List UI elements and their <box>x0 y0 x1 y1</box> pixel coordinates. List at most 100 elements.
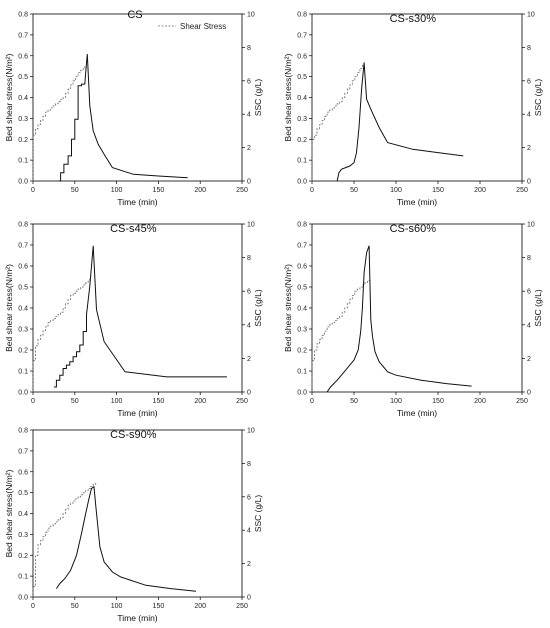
y2-tick-label: 0 <box>527 390 531 397</box>
y-tick-label: 0.7 <box>18 243 28 250</box>
y-tick-label: 0.4 <box>18 306 28 313</box>
x-tick-label: 50 <box>71 603 79 610</box>
ssc-line <box>336 62 464 182</box>
y2-tick-label: 4 <box>247 322 251 329</box>
panel-title: CS-s45% <box>110 223 157 235</box>
x-tick-label: 150 <box>153 398 165 405</box>
plot-frame <box>311 223 523 393</box>
y-tick-label: 0.5 <box>297 285 307 292</box>
panel-cs-s30: CS-s30% Time (min) Bed shear stress(N/m²… <box>283 12 543 208</box>
y-tick-label: 0.0 <box>18 595 28 602</box>
plot-frame <box>311 13 523 182</box>
panel-cs-s45: CS-s45% Time (min) Bed shear stress(N/m²… <box>4 222 263 419</box>
y2-tick-label: 10 <box>527 12 535 19</box>
plot-frame <box>32 429 243 598</box>
y2-tick-label: 6 <box>527 289 531 296</box>
panel-cs: CS Time (min) Bed shear stress(N/m²) SSC… <box>4 9 263 207</box>
x-tick-label: 0 <box>31 187 35 194</box>
y-tick-label: 0.5 <box>18 285 28 292</box>
y2-tick-label: 8 <box>527 255 531 262</box>
y-tick-label: 0.4 <box>297 95 307 102</box>
x-tick-label: 0 <box>310 398 314 405</box>
x-axis-label: Time (min) <box>397 408 437 418</box>
y2-tick-label: 4 <box>527 112 531 119</box>
y2-tick-label: 6 <box>247 78 251 85</box>
plot-frame <box>32 223 243 393</box>
y2-tick-label: 8 <box>247 255 251 262</box>
y-tick-label: 0.3 <box>18 532 28 539</box>
x-tick-label: 200 <box>474 187 486 194</box>
y-axis-label: Bed shear stress(N/m²) <box>4 469 14 557</box>
legend-label: Shear Stress <box>180 22 226 31</box>
y-tick-label: 0.1 <box>297 369 307 376</box>
y-tick-label: 0.3 <box>297 327 307 334</box>
y-tick-label: 0.3 <box>297 116 307 123</box>
y-tick-label: 0.5 <box>297 74 307 81</box>
x-tick-label: 100 <box>111 603 123 610</box>
y-tick-label: 0.0 <box>18 390 28 397</box>
y2-tick-label: 10 <box>247 12 255 19</box>
y-axis-label: Bed shear stress(N/m²) <box>283 264 293 352</box>
y2-tick-label: 10 <box>527 222 535 229</box>
y-tick-label: 0.8 <box>297 222 307 229</box>
y2-tick-label: 2 <box>247 356 251 363</box>
x-axis-label: Time (min) <box>117 408 157 418</box>
y-tick-label: 0.7 <box>18 32 28 39</box>
x-tick-label: 100 <box>111 398 123 405</box>
shear-stress-line <box>311 64 363 181</box>
x-tick-label: 250 <box>516 398 528 405</box>
x-axis-label: Time (min) <box>117 197 157 207</box>
y-tick-label: 0.6 <box>18 469 28 476</box>
y-tick-label: 0.8 <box>18 12 28 19</box>
y2-tick-label: 8 <box>527 45 531 52</box>
y2-tick-label: 6 <box>247 289 251 296</box>
y-tick-label: 0.4 <box>18 511 28 518</box>
y-tick-label: 0.0 <box>18 179 28 186</box>
y2-axis-label: SSC (g/L) <box>253 289 263 326</box>
y-tick-label: 0.8 <box>18 222 28 229</box>
plot-frame <box>32 13 243 182</box>
panel-title: CS-s90% <box>110 429 157 441</box>
y2-tick-label: 0 <box>527 179 531 186</box>
x-tick-label: 150 <box>153 187 165 194</box>
y-tick-label: 0.1 <box>18 369 28 376</box>
y-tick-label: 0.3 <box>18 116 28 123</box>
shear-stress-line <box>32 66 86 181</box>
y-tick-label: 0.0 <box>297 179 307 186</box>
y-axis-label: Bed shear stress(N/m²) <box>4 53 14 141</box>
x-tick-label: 50 <box>350 187 358 194</box>
x-tick-label: 200 <box>474 398 486 405</box>
x-tick-label: 250 <box>516 187 528 194</box>
y2-tick-label: 0 <box>247 595 251 602</box>
x-tick-label: 200 <box>194 398 206 405</box>
x-tick-label: 250 <box>236 398 248 405</box>
y2-tick-label: 2 <box>247 145 251 152</box>
x-tick-label: 0 <box>310 187 314 194</box>
y-tick-label: 0.0 <box>297 390 307 397</box>
x-axis-label: Time (min) <box>397 197 437 207</box>
x-tick-label: 100 <box>390 187 402 194</box>
x-tick-label: 50 <box>71 398 79 405</box>
ssc-line <box>326 245 472 393</box>
y-tick-label: 0.2 <box>297 137 307 144</box>
y-tick-label: 0.2 <box>18 553 28 560</box>
y2-axis-label: SSC (g/L) <box>253 79 263 116</box>
y2-tick-label: 4 <box>527 322 531 329</box>
x-tick-label: 50 <box>350 398 358 405</box>
panel-title: CS-s30% <box>390 13 437 25</box>
y-tick-label: 0.7 <box>18 448 28 455</box>
x-tick-label: 250 <box>236 187 248 194</box>
y2-tick-label: 2 <box>527 145 531 152</box>
y-tick-label: 0.6 <box>18 53 28 60</box>
x-tick-label: 50 <box>71 187 79 194</box>
y2-axis-label: SSC (g/L) <box>533 79 543 116</box>
y-axis-label: Bed shear stress(N/m²) <box>283 53 293 141</box>
panel-title: CS-s60% <box>390 223 437 235</box>
x-tick-label: 200 <box>194 603 206 610</box>
y-tick-label: 0.2 <box>297 348 307 355</box>
y-tick-label: 0.8 <box>297 12 307 19</box>
x-tick-label: 100 <box>111 187 123 194</box>
shear-stress-line <box>32 278 91 392</box>
y-tick-label: 0.8 <box>18 428 28 435</box>
y2-tick-label: 10 <box>247 222 255 229</box>
